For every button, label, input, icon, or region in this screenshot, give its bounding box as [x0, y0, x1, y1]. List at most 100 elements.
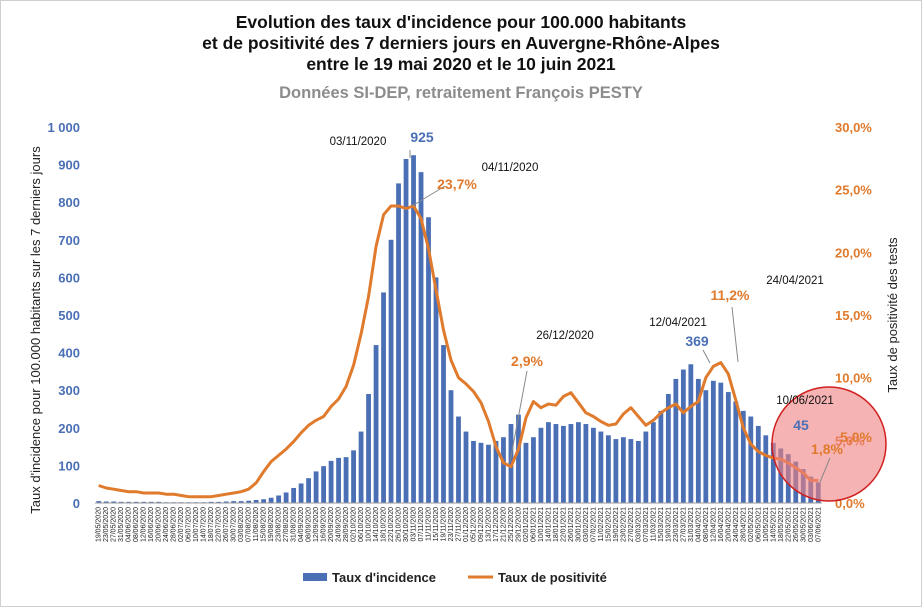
incidence-bar [740, 410, 746, 503]
incidence-bar [141, 501, 147, 503]
x-tick-label: 04/09/2020 [298, 507, 305, 542]
x-tick-label: 30/07/2020 [231, 507, 238, 542]
incidence-bar [148, 501, 154, 503]
annotation-leader-line [731, 306, 739, 363]
incidence-bar [725, 392, 731, 503]
incidence-bar [238, 501, 244, 503]
x-tick-label: 26/07/2020 [223, 507, 230, 542]
incidence-bar [703, 390, 709, 503]
x-tick-label: 19/05/2020 [96, 507, 103, 542]
annotation-value: 369 [685, 333, 709, 349]
incidence-bar [276, 495, 282, 503]
incidence-bar [448, 390, 454, 503]
x-tick-label: 30/01/2021 [575, 507, 582, 542]
x-tick-label: 15/11/2020 [433, 507, 440, 542]
incidence-bar [433, 277, 439, 503]
incidence-bar [568, 424, 574, 503]
legend-bar-swatch [303, 573, 327, 581]
positivity-series-line [98, 204, 819, 499]
incidence-bar [516, 414, 521, 503]
x-tick-label: 06/10/2020 [358, 507, 365, 542]
incidence-bar [231, 501, 237, 503]
incidence-bar [478, 442, 484, 503]
x-tick-label: 30/05/2021 [800, 507, 807, 542]
x-tick-label: 08/06/2020 [133, 507, 140, 542]
incidence-bar [673, 378, 679, 503]
annotation-value: 925 [410, 129, 434, 145]
incidence-bar [261, 499, 267, 503]
x-tick-label: 03/02/2021 [583, 507, 590, 542]
x-tick-label: 05/12/2020 [471, 507, 478, 542]
annotation-value: 1,8% [811, 441, 843, 457]
chart-title-line-2: et de positivité des 7 derniers jours en… [202, 33, 720, 53]
x-tick-label: 27/02/2021 [628, 507, 635, 542]
x-tick-label: 26/05/2021 [793, 507, 800, 542]
y-tick-label: 700 [58, 233, 80, 248]
incidence-bar [718, 382, 724, 503]
x-tick-label: 12/04/2021 [710, 507, 717, 542]
x-tick-label: 18/07/2020 [208, 507, 215, 542]
incidence-bar [268, 497, 274, 503]
x-tick-label: 02/07/2020 [178, 507, 185, 542]
x-tick-label: 10/10/2020 [366, 507, 373, 542]
x-tick-label: 04/06/2020 [126, 507, 133, 542]
x-tick-label: 11/08/2020 [253, 507, 260, 542]
incidence-bar [291, 487, 297, 503]
incidence-bar [298, 483, 304, 503]
x-tick-label: 09/12/2020 [478, 507, 485, 542]
x-tick-label: 22/01/2021 [560, 507, 567, 542]
incidence-bar [620, 437, 626, 503]
x-tick-label: 07/11/2020 [418, 507, 425, 542]
annotation-date: 24/04/2021 [766, 275, 824, 287]
incidence-bar [531, 437, 536, 503]
x-tick-label: 20/06/2020 [156, 507, 163, 542]
y-tick-label: 100 [58, 458, 80, 473]
x-tick-label: 13/12/2020 [486, 507, 493, 542]
x-tick-label: 24/09/2020 [336, 507, 343, 542]
incidence-bars [96, 155, 821, 504]
annotation-date: 10/06/2021 [776, 395, 834, 407]
incidence-bar [546, 422, 551, 503]
incidence-bar [628, 439, 634, 503]
incidence-bar [553, 424, 559, 503]
y-tick-label: 500 [58, 308, 80, 323]
y2-tick-label: 10,0% [835, 371, 872, 386]
incidence-bar [635, 440, 641, 503]
legend: Taux d'incidence Taux de positivité [303, 570, 607, 585]
x-tick-label: 08/09/2020 [306, 507, 313, 542]
annotation-value: 5,0% [840, 429, 872, 445]
x-tick-label: 19/02/2021 [613, 507, 620, 542]
x-tick-label: 22/10/2020 [388, 507, 395, 542]
y-tick-label: 900 [58, 158, 80, 173]
incidence-bar [688, 364, 694, 503]
chart-title-line-1: Evolution des taux d'incidence pour 100.… [235, 12, 687, 32]
x-tick-label: 14/01/2021 [545, 507, 552, 542]
highlight-circle [771, 386, 887, 502]
x-tick-label: 19/08/2020 [268, 507, 275, 542]
x-tick-label: 24/06/2020 [163, 507, 170, 542]
x-tick-label: 19/03/2021 [665, 507, 672, 542]
incidence-bar [156, 501, 162, 503]
x-tick-label: 19/11/2020 [441, 507, 448, 542]
y-tick-label: 400 [58, 346, 80, 361]
incidence-bar [665, 393, 671, 503]
x-tick-label: 03/06/2021 [808, 507, 815, 542]
x-tick-label: 30/10/2020 [403, 507, 410, 542]
annotation-leader-line [702, 349, 711, 364]
x-tick-label: 29/12/2020 [516, 507, 523, 542]
x-tick-label: 02/10/2020 [351, 507, 358, 542]
incidence-bar [493, 440, 499, 503]
x-tick-label: 11/03/2021 [650, 507, 657, 542]
x-tick-label: 11/02/2021 [598, 507, 605, 542]
incidence-bar [118, 501, 124, 503]
x-tick-label: 04/04/2021 [695, 507, 702, 542]
x-tick-label: 22/05/2021 [785, 507, 792, 542]
annotation-value: 11,2% [711, 287, 750, 303]
incidence-bar [253, 499, 259, 503]
x-tick-label: 18/01/2021 [553, 507, 560, 542]
x-tick-label: 27/05/2020 [111, 507, 118, 542]
x-tick-label: 27/08/2020 [283, 507, 290, 542]
incidence-bar [336, 457, 341, 503]
x-tick-label: 26/01/2021 [568, 507, 575, 542]
